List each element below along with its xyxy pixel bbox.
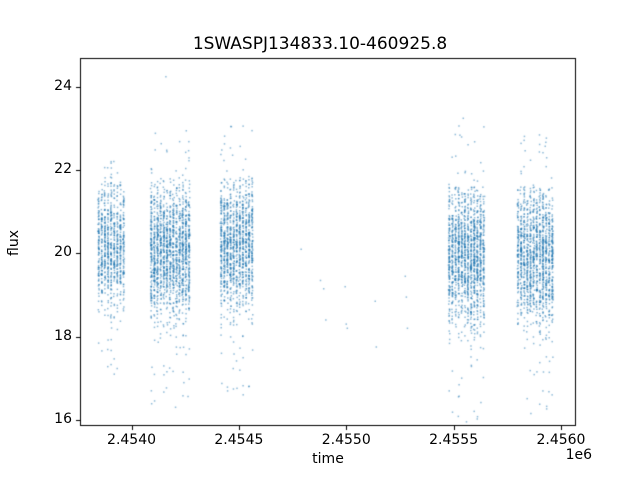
y-tick-label: 24 (54, 78, 72, 95)
x-axis-offset-label: 1e6 (565, 447, 592, 463)
x-tick-label: 2.4540 (107, 432, 157, 448)
x-axis-label: time (312, 451, 344, 467)
y-axis-label: flux (6, 230, 22, 256)
x-tick-label: 2.4555 (429, 432, 479, 448)
x-tick-label: 2.4545 (214, 432, 264, 448)
y-tick-label: 18 (54, 327, 72, 344)
chart-title: 1SWASPJ134833.10-460925.8 (192, 34, 448, 54)
x-tick-label: 2.4550 (321, 432, 371, 448)
y-tick-label: 20 (54, 244, 72, 261)
y-tick-label: 16 (54, 410, 72, 427)
x-tick-label: 2.4560 (536, 432, 586, 448)
y-tick-label: 22 (54, 161, 72, 178)
